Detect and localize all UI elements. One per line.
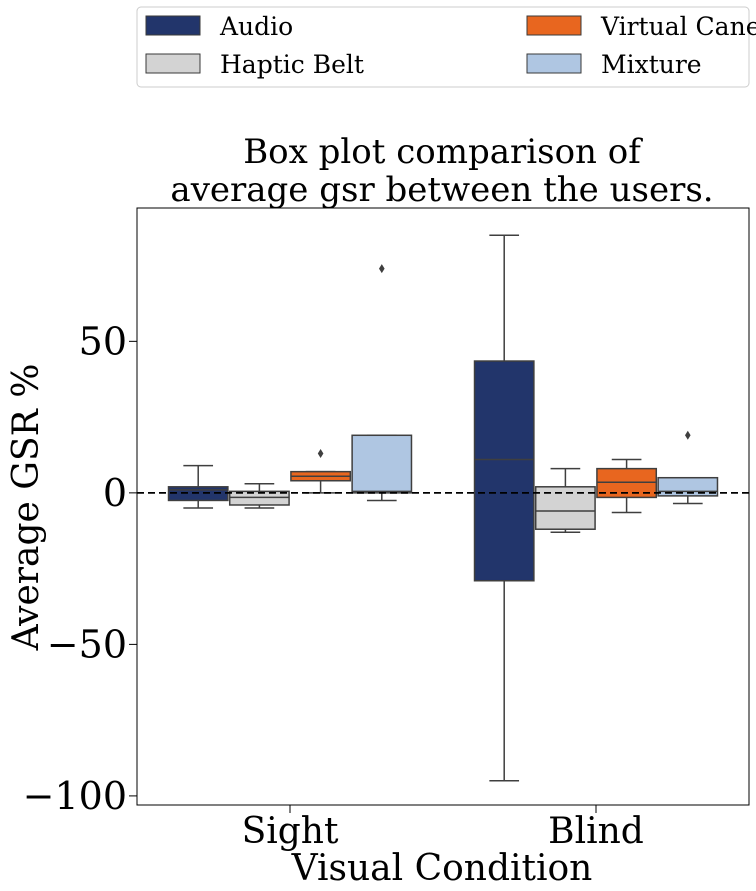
outlier-mixture-sight xyxy=(379,264,385,274)
outlier-virtual-cane-sight xyxy=(317,448,324,458)
y-tick-label: −50 xyxy=(47,622,127,666)
chart-title-line-2: average gsr between the users. xyxy=(170,170,713,210)
box-audio-blind xyxy=(473,360,535,582)
y-axis-label: Average GSR % xyxy=(6,364,47,652)
legend-label-haptic-belt: Haptic Belt xyxy=(220,50,364,79)
legend-label-mixture: Mixture xyxy=(601,50,702,79)
x-tick-label: Blind xyxy=(548,811,644,852)
x-axis-label: Visual Condition xyxy=(291,848,593,889)
x-tick-label: Sight xyxy=(242,811,339,852)
legend-swatch-mixture xyxy=(526,53,582,74)
legend-frame xyxy=(136,6,750,88)
legend: Audio Haptic Belt Virtual Cane Mixture xyxy=(136,6,756,88)
legend-label-virtual-cane: Virtual Cane xyxy=(600,12,756,41)
outlier-mixture-blind xyxy=(685,430,691,440)
legend-swatch-haptic-belt xyxy=(145,53,201,74)
y-tick-label: −100 xyxy=(23,774,127,818)
box-haptic-belt-blind xyxy=(534,486,596,530)
plot-area xyxy=(137,234,749,782)
box-mixture-sight xyxy=(351,434,413,494)
y-tick-label: 0 xyxy=(103,471,127,515)
chart-title-line-1: Box plot comparison of xyxy=(243,132,643,172)
legend-swatch-virtual-cane xyxy=(526,15,582,36)
legend-swatch-audio xyxy=(145,15,201,36)
y-tick-label: 50 xyxy=(79,319,127,363)
box-haptic-belt-sight xyxy=(228,490,290,506)
plot-frame xyxy=(136,207,750,806)
legend-label-audio: Audio xyxy=(219,12,293,41)
